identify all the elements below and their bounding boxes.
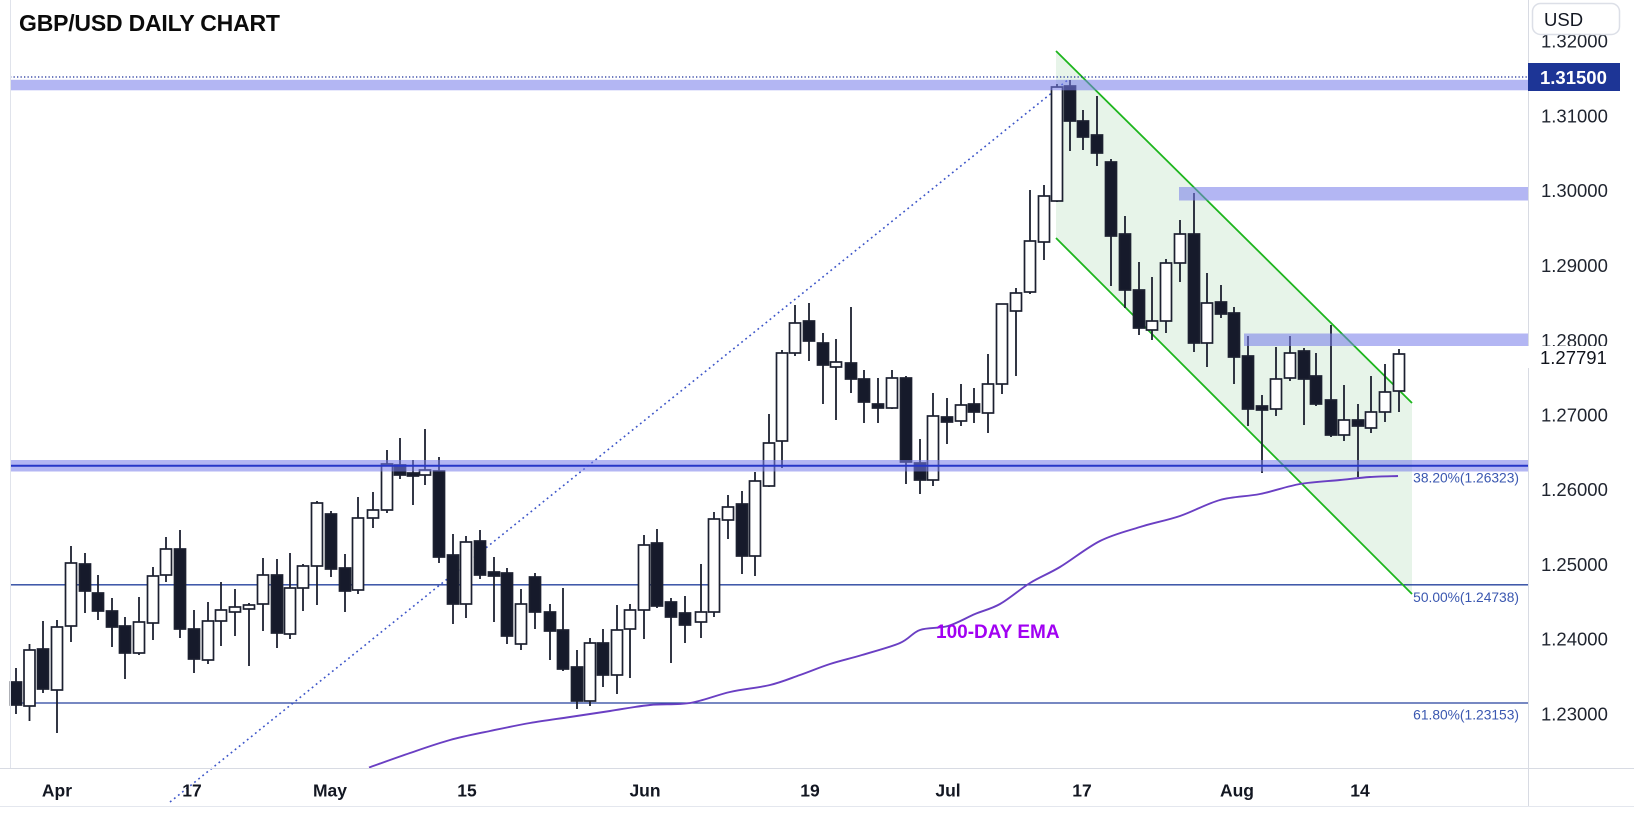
svg-text:Jun: Jun — [629, 781, 660, 801]
svg-text:1.24000: 1.24000 — [1541, 629, 1608, 650]
svg-text:Aug: Aug — [1220, 781, 1254, 801]
svg-text:1.27000: 1.27000 — [1541, 405, 1608, 426]
svg-text:61.80%(1.23153): 61.80%(1.23153) — [1413, 708, 1519, 723]
svg-text:15: 15 — [457, 781, 477, 801]
svg-text:19: 19 — [800, 781, 820, 801]
svg-text:1.26000: 1.26000 — [1541, 479, 1608, 500]
svg-text:1.29000: 1.29000 — [1541, 255, 1608, 276]
svg-text:38.20%(1.26323): 38.20%(1.26323) — [1413, 471, 1519, 486]
svg-text:1.28000: 1.28000 — [1541, 330, 1608, 351]
svg-text:14: 14 — [1350, 781, 1370, 801]
svg-text:May: May — [313, 781, 347, 801]
svg-text:1.31500: 1.31500 — [1540, 67, 1607, 88]
svg-text:1.23000: 1.23000 — [1541, 704, 1608, 725]
svg-text:Apr: Apr — [42, 781, 72, 801]
svg-text:Jul: Jul — [935, 781, 960, 801]
svg-text:1.31000: 1.31000 — [1541, 105, 1608, 126]
svg-text:GBP/USD DAILY CHART: GBP/USD DAILY CHART — [19, 10, 280, 36]
svg-text:17: 17 — [1072, 781, 1091, 801]
svg-text:1.32000: 1.32000 — [1541, 31, 1608, 52]
svg-text:50.00%(1.24738): 50.00%(1.24738) — [1413, 590, 1519, 605]
svg-text:1.25000: 1.25000 — [1541, 554, 1608, 575]
svg-text:17: 17 — [182, 781, 201, 801]
svg-text:USD: USD — [1544, 9, 1583, 30]
svg-text:1.27791: 1.27791 — [1540, 347, 1607, 368]
svg-text:100-DAY EMA: 100-DAY EMA — [936, 622, 1060, 643]
svg-text:1.30000: 1.30000 — [1541, 180, 1608, 201]
